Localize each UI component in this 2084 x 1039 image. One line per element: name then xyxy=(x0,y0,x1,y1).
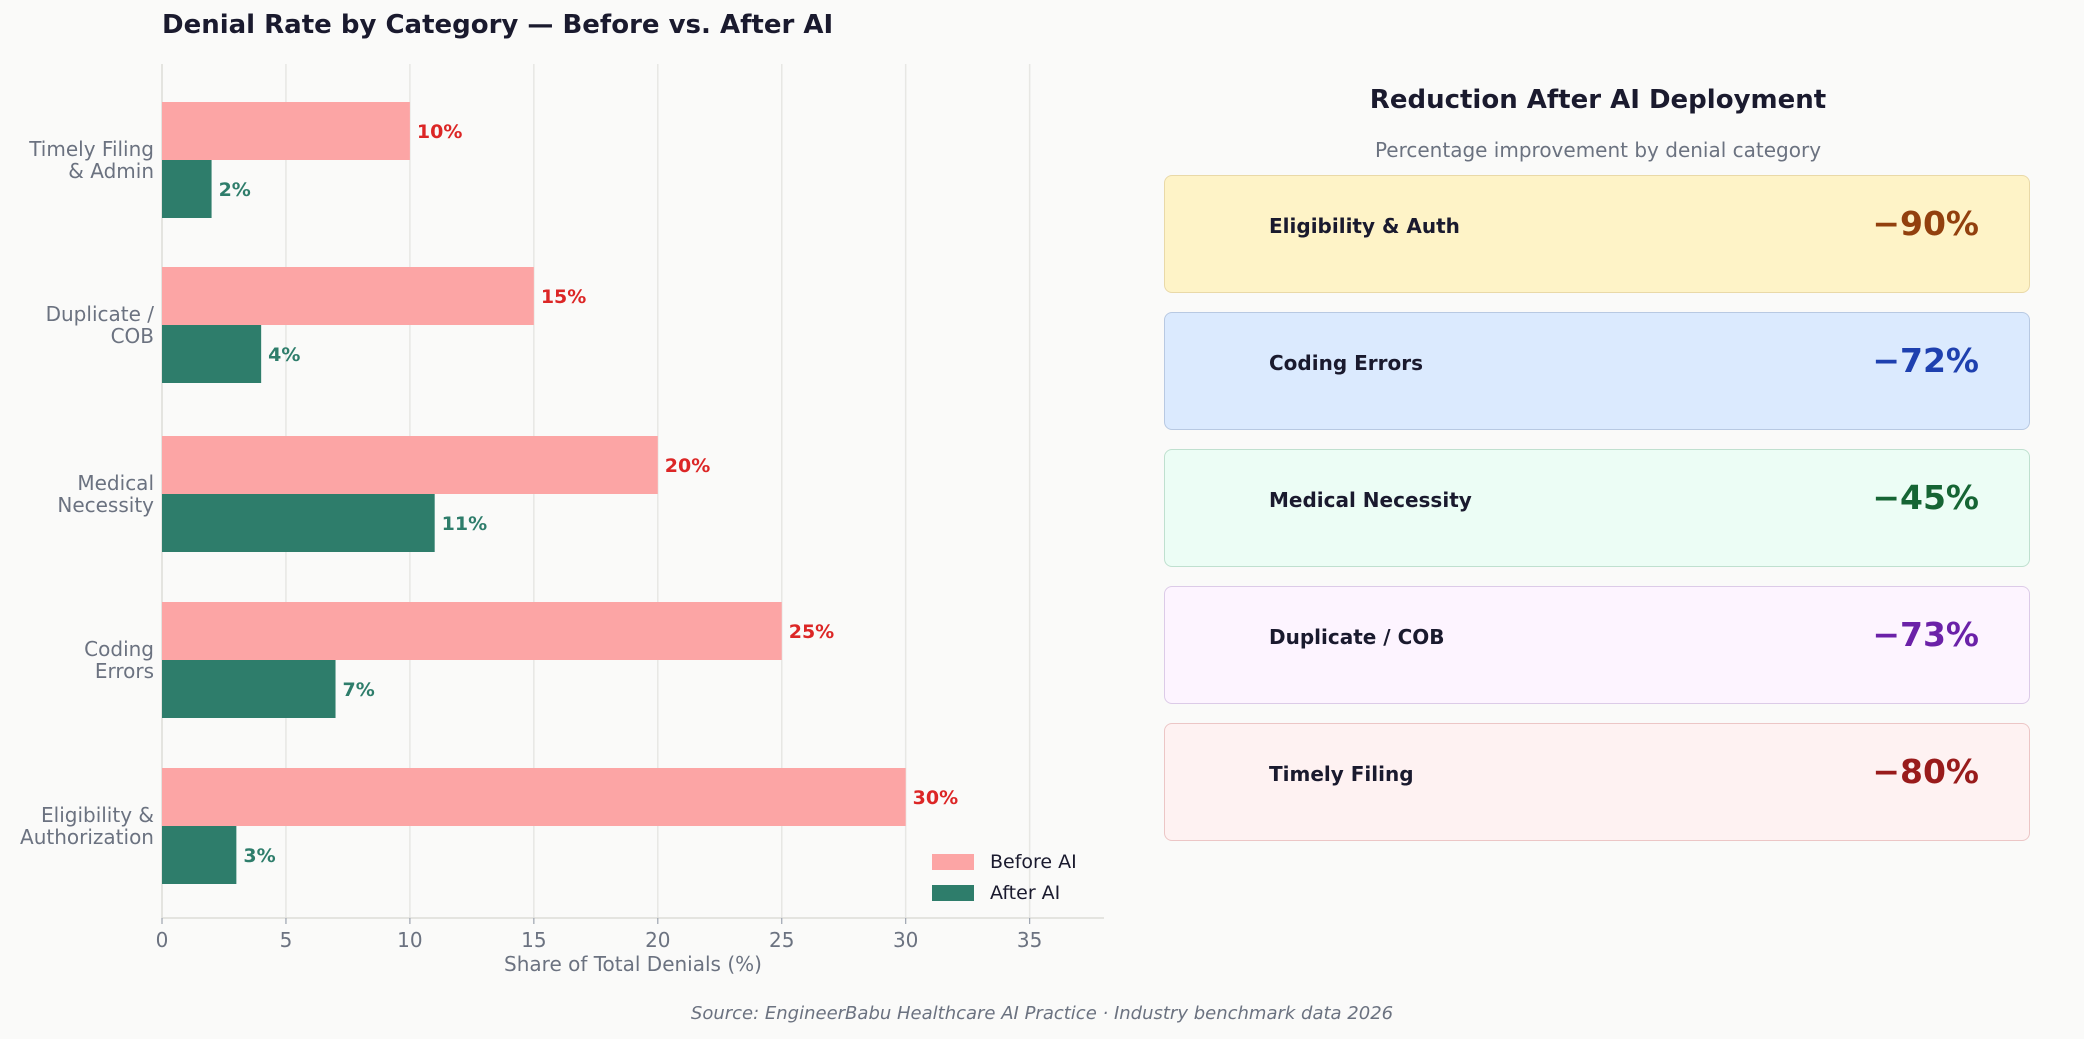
y-tick-label: Medical Necessity xyxy=(57,471,154,517)
data-label: 30% xyxy=(913,787,958,809)
y-tick-label: Duplicate / COB xyxy=(46,302,155,348)
bar-before xyxy=(162,436,658,494)
card-value: −72% xyxy=(1872,341,1979,380)
data-label: 10% xyxy=(417,121,462,143)
reduction-card-eligibility: Eligibility & Auth −90% xyxy=(1164,175,2030,293)
bar-after xyxy=(162,160,212,218)
data-label: 3% xyxy=(243,845,275,867)
card-label: Eligibility & Auth xyxy=(1269,214,1460,238)
card-value: −73% xyxy=(1872,615,1979,654)
bar-before xyxy=(162,768,906,826)
reduction-card-duplicate: Duplicate / COB −73% xyxy=(1164,586,2030,704)
x-tick-label: 5 xyxy=(280,928,293,952)
data-label: 11% xyxy=(442,513,487,535)
panel-subtitle: Percentage improvement by denial categor… xyxy=(1374,138,1822,162)
data-label: 25% xyxy=(789,621,834,643)
bar-after xyxy=(162,494,435,552)
legend-swatch-before xyxy=(932,853,974,870)
x-tick-label: 15 xyxy=(521,928,546,952)
reduction-card-coding: Coding Errors −72% xyxy=(1164,312,2030,430)
x-tick-label: 10 xyxy=(397,928,422,952)
card-label: Duplicate / COB xyxy=(1269,625,1445,649)
y-tick-label: Eligibility & Authorization xyxy=(20,803,154,849)
bar-before xyxy=(162,267,534,325)
bar-before xyxy=(162,602,782,660)
card-value: −45% xyxy=(1872,478,1979,517)
reduction-card-medical-necessity: Medical Necessity −45% xyxy=(1164,449,2030,567)
x-tick-label: 0 xyxy=(156,928,169,952)
panel-title: Reduction After AI Deployment xyxy=(1369,85,1827,115)
legend-label-after: After AI xyxy=(990,881,1061,904)
card-label: Medical Necessity xyxy=(1269,488,1472,512)
legend-swatch-after xyxy=(932,884,974,901)
card-value: −90% xyxy=(1872,204,1979,243)
card-value: −80% xyxy=(1872,752,1979,791)
card-label: Timely Filing xyxy=(1269,762,1414,786)
x-tick-label: 25 xyxy=(769,928,794,952)
legend-label-before: Before AI xyxy=(990,850,1077,873)
chart-title: Denial Rate by Category — Before vs. Aft… xyxy=(162,10,834,40)
data-label: 20% xyxy=(665,455,710,477)
bar-before xyxy=(162,102,410,160)
y-tick-label: Timely Filing & Admin xyxy=(28,137,154,183)
x-tick-label: 20 xyxy=(645,928,670,952)
chart-svg: 10% 2% Timely Filing & Admin 15% 4% Duplicate … xyxy=(20,64,1104,976)
x-tick-label: 30 xyxy=(893,928,918,952)
data-label: 4% xyxy=(268,344,300,366)
bar-after xyxy=(162,826,237,884)
data-label: 2% xyxy=(219,179,251,201)
bar-after xyxy=(162,660,336,718)
bar-after xyxy=(162,325,262,383)
card-label: Coding Errors xyxy=(1269,351,1424,375)
source-note: Source: EngineerBabu Healthcare AI Pract… xyxy=(690,1003,1394,1024)
chart-legend: Before AI After AI xyxy=(932,846,1077,908)
x-axis-label: Share of Total Denials (%) xyxy=(504,952,762,976)
data-label: 15% xyxy=(541,286,586,308)
reduction-card-timely-filing: Timely Filing −80% xyxy=(1164,723,2030,841)
x-tick-label: 35 xyxy=(1017,928,1042,952)
legend-item-after: After AI xyxy=(932,877,1077,908)
bar-chart: 10% 2% Timely Filing & Admin 15% 4% Duplicate … xyxy=(20,64,1104,976)
y-tick-label: Coding Errors xyxy=(84,637,154,683)
data-label: 7% xyxy=(343,679,375,701)
legend-item-before: Before AI xyxy=(932,846,1077,877)
